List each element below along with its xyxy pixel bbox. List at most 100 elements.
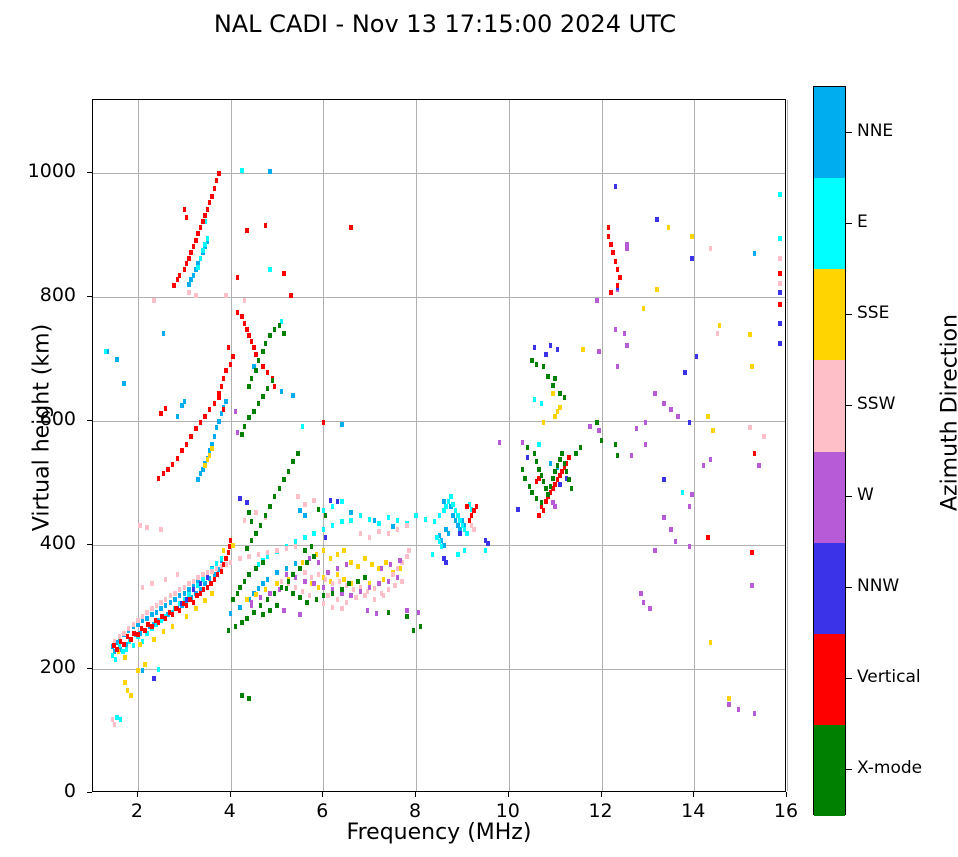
data-point (778, 256, 782, 262)
data-point (210, 590, 214, 596)
data-point (296, 494, 300, 500)
data-point (245, 500, 249, 506)
data-point (175, 277, 180, 283)
data-point (175, 572, 180, 578)
data-point (261, 611, 265, 617)
data-point (198, 587, 203, 593)
colorbar-segment-vertical[interactable] (814, 633, 845, 725)
data-point (212, 576, 217, 582)
data-point (115, 639, 119, 645)
data-point (553, 481, 557, 487)
data-point (365, 607, 370, 613)
data-point (256, 357, 261, 363)
data-point (407, 547, 411, 553)
data-point (175, 455, 180, 461)
data-point (662, 401, 666, 407)
data-point (405, 522, 409, 528)
colorbar-tick-mark (846, 404, 852, 406)
data-point (694, 353, 699, 359)
data-point (384, 559, 388, 565)
data-point (453, 508, 458, 514)
data-point (565, 469, 569, 475)
data-point (286, 469, 291, 475)
data-point (444, 527, 448, 533)
data-point (551, 500, 555, 506)
data-point (115, 356, 119, 362)
data-point (259, 603, 263, 609)
data-point (687, 419, 692, 425)
data-point (544, 351, 548, 357)
data-point (750, 582, 754, 588)
data-point (247, 553, 251, 559)
colorbar-segment-nnw[interactable] (814, 542, 845, 634)
data-point (247, 510, 251, 516)
data-point (268, 333, 272, 339)
data-point (268, 607, 272, 613)
data-point (532, 396, 537, 402)
colorbar-segment-x-mode[interactable] (814, 724, 845, 816)
data-point (398, 558, 402, 564)
data-point (279, 388, 284, 394)
data-point (349, 559, 353, 565)
data-point (249, 599, 254, 605)
data-point (170, 624, 175, 630)
data-point (191, 587, 196, 593)
data-point (117, 642, 122, 648)
data-point (115, 646, 119, 652)
data-point (351, 587, 356, 593)
data-point (143, 661, 147, 667)
colorbar[interactable] (813, 86, 846, 816)
data-point (181, 601, 186, 607)
data-point (122, 641, 126, 647)
data-point (184, 603, 189, 609)
data-point (138, 630, 142, 636)
x-tick-mark (136, 792, 138, 797)
data-point (177, 587, 182, 593)
colorbar-segment-sse[interactable] (814, 269, 845, 361)
data-point (757, 463, 761, 469)
data-point (558, 481, 562, 487)
data-point (189, 434, 193, 440)
data-point (778, 235, 782, 241)
data-point (439, 543, 444, 549)
data-point (534, 361, 539, 367)
data-point (152, 621, 156, 627)
data-point (249, 519, 254, 524)
data-point (340, 421, 344, 427)
data-point (349, 593, 353, 599)
data-point (708, 640, 713, 646)
data-point (187, 580, 191, 586)
data-point (358, 512, 363, 518)
data-point (335, 551, 339, 557)
data-point (618, 274, 622, 280)
colorbar-segment-nne[interactable] (814, 87, 845, 179)
data-point (307, 593, 312, 599)
data-point (363, 593, 367, 599)
data-point (268, 169, 272, 175)
data-point (224, 293, 228, 299)
data-point (123, 655, 127, 661)
colorbar-label-sse: SSE (857, 302, 890, 323)
data-point (458, 517, 462, 523)
data-point (483, 537, 488, 543)
data-point (349, 510, 353, 516)
data-point (226, 549, 231, 555)
data-point (124, 646, 129, 652)
data-point (653, 547, 657, 553)
colorbar-segment-w[interactable] (814, 451, 845, 543)
data-point (161, 471, 166, 477)
data-point (247, 572, 251, 578)
data-point (613, 326, 618, 332)
data-point (157, 475, 161, 481)
data-point (367, 584, 372, 590)
data-point (750, 549, 754, 555)
colorbar-segment-ssw[interactable] (814, 360, 845, 452)
data-point (456, 512, 460, 518)
colorbar-segment-e[interactable] (814, 178, 845, 270)
data-point (778, 341, 782, 347)
data-point (157, 666, 161, 672)
data-point (145, 609, 149, 615)
data-point (210, 568, 214, 574)
data-point (203, 241, 207, 247)
data-point (653, 390, 657, 396)
